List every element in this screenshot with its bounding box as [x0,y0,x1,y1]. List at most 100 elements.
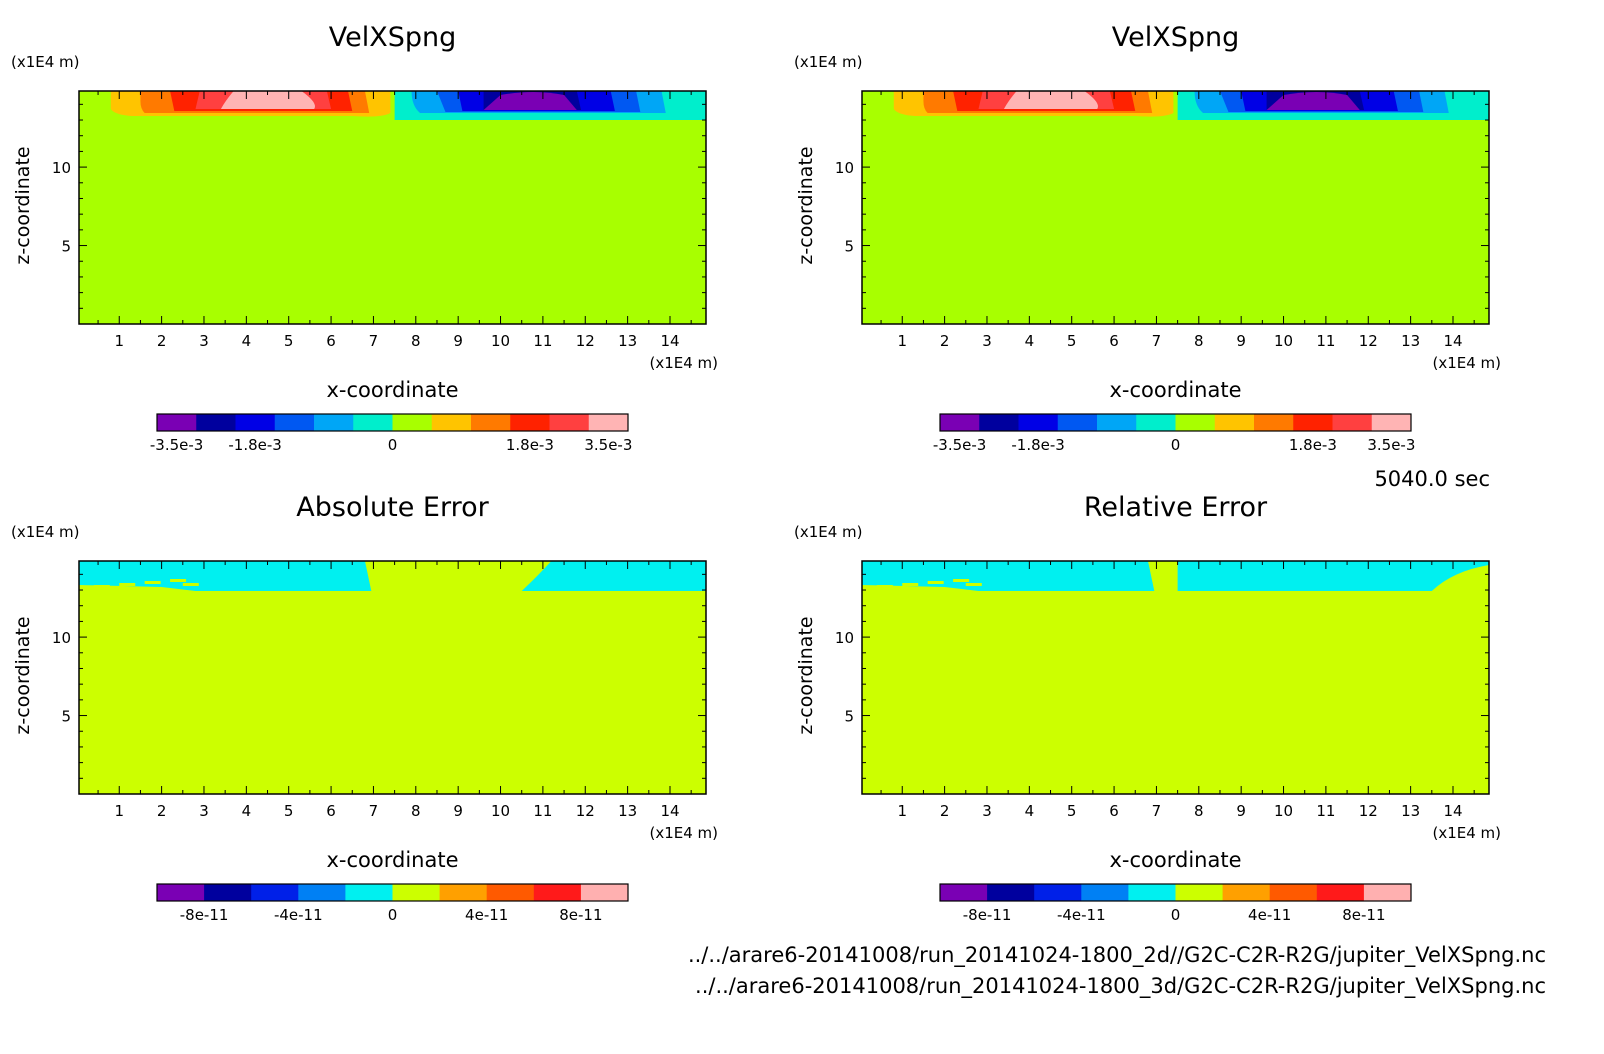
x-tick-label: 9 [1236,802,1246,820]
x-tick-label: 9 [453,332,463,350]
x-tick-label: 12 [576,332,595,350]
colorbar-swatch [157,884,205,901]
y-axis-label: z-coordinate [12,146,34,264]
x-tick-label: 2 [157,332,167,350]
colorbar-swatch [1254,414,1294,431]
source-file-1: ../../arare6-20141008/run_20141024-1800_… [687,943,1546,967]
x-tick-label: 8 [1194,332,1204,350]
x-tick-label: 5 [284,802,294,820]
x-tick-label: 5 [284,332,294,350]
colorbar-tick-label: 3.5e-3 [584,436,632,454]
colorbar-swatch [1081,884,1129,901]
x-tick-label: 3 [982,332,992,350]
y-tick-label: 5 [844,238,854,256]
x-tick-label: 14 [660,802,679,820]
colorbar-swatch [987,884,1035,901]
error-region-right [1177,561,1489,591]
colorbar-tick-label: 8e-11 [1342,906,1385,924]
x-tick-label: 3 [982,802,992,820]
x-tick-label: 11 [1316,802,1335,820]
x-tick-label: 8 [411,802,421,820]
x-axis-unit: (x1E4 m) [649,354,718,372]
y-tick-label: 10 [52,629,71,647]
plot-background [862,561,1489,794]
x-tick-label: 4 [1025,332,1035,350]
x-tick-label: 12 [1359,802,1378,820]
positive-contour-5 [220,91,315,109]
colorbar-swatch [235,414,276,431]
y-tick-label: 10 [835,629,854,647]
colorbar-tick-label: 3.5e-3 [1367,436,1415,454]
x-axis-label: x-coordinate [1109,378,1241,402]
x-tick-label: 12 [576,802,595,820]
x-axis-label: x-coordinate [1109,848,1241,872]
colorbar-swatch [353,414,393,431]
chart-title: Absolute Error [296,492,489,523]
colorbar-swatch [1363,884,1412,901]
colorbar-swatch [549,414,590,431]
x-axis-unit: (x1E4 m) [1432,824,1501,842]
colorbar-swatch [392,884,441,901]
colorbar-swatch [1222,884,1271,901]
negative-contour-6 [1266,92,1360,110]
colorbar-tick-label: 1.8e-3 [506,436,554,454]
colorbar-tick-label: 4e-11 [1248,906,1291,924]
error-speckle-2 [119,583,136,586]
colorbar-tick-label: -1.8e-3 [1011,436,1064,454]
colorbar-swatch [298,884,346,901]
colorbar-frame [939,883,1412,902]
x-tick-label: 7 [369,332,379,350]
error-speckle-3 [927,581,944,584]
x-tick-label: 4 [242,332,252,350]
colorbar-frame [939,413,1412,432]
plot-background [79,91,706,324]
x-tick-label: 5 [1067,802,1077,820]
x-tick-label: 8 [411,332,421,350]
x-tick-label: 13 [1401,802,1420,820]
x-tick-label: 1 [114,802,124,820]
colorbar-swatch [1214,414,1255,431]
error-speckle-5 [965,583,982,586]
plot-frame [861,560,1490,795]
colorbar-tick-label: 4e-11 [465,906,508,924]
colorbar-tick-label: 0 [1171,436,1181,454]
colorbar-tick-label: -4e-11 [274,906,323,924]
negative-contour-6 [483,92,577,110]
y-axis-unit: (x1E4 m) [794,53,863,71]
colorbar-swatch [274,414,315,431]
colorbar-swatch [1034,884,1082,901]
colorbar-swatch [486,884,535,901]
x-tick-label: 8 [1194,802,1204,820]
colorbar-swatch [1057,414,1098,431]
colorbar-swatch [431,414,472,431]
y-axis-label: z-coordinate [795,616,817,734]
error-speckle-4 [170,579,187,582]
error-speckle-3 [144,581,161,584]
plot-background [862,91,1489,324]
colorbar-swatch [1371,414,1412,431]
x-tick-label: 4 [1025,802,1035,820]
x-tick-label: 14 [660,332,679,350]
y-axis-unit: (x1E4 m) [11,53,80,71]
colorbar-swatch [1293,414,1333,431]
colorbar-swatch [1332,414,1373,431]
x-tick-label: 11 [533,802,552,820]
source-file-2: ../../arare6-20141008/run_20141024-1800_… [695,974,1546,998]
x-tick-label: 5 [1067,332,1077,350]
plot-frame [78,560,707,795]
y-axis-label: z-coordinate [12,616,34,734]
colorbar-swatch [580,884,629,901]
x-axis-unit: (x1E4 m) [649,824,718,842]
colorbar-tick-label: 8e-11 [559,906,602,924]
x-tick-label: 4 [242,802,252,820]
positive-contour-5 [1003,91,1098,109]
x-tick-label: 14 [1443,332,1462,350]
x-tick-label: 1 [114,332,124,350]
plot-frame [78,90,707,325]
colorbar-tick-label: 0 [388,436,398,454]
colorbar-tick-label: 0 [1171,906,1181,924]
error-region-right [521,561,706,591]
